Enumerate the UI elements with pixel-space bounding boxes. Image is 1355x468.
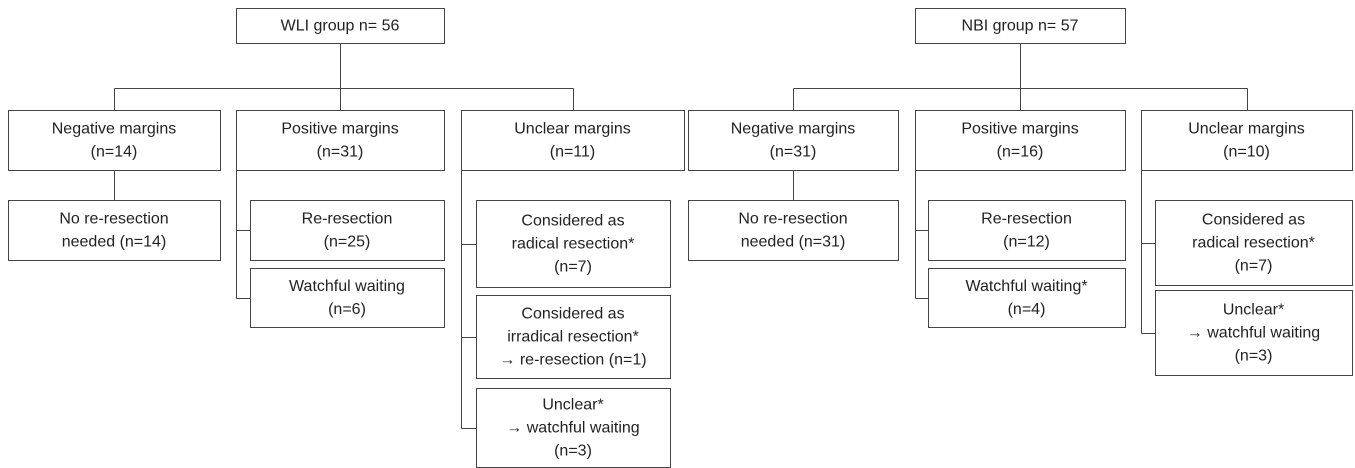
outcome-box-text: needed (n=14): [62, 234, 167, 251]
outcome-box-text: (n=25): [324, 234, 371, 251]
branch-box-text: (n=31): [770, 144, 817, 161]
outcome-box-text: needed (n=31): [741, 234, 846, 251]
outcome-box-text: Unclear*: [1223, 302, 1284, 319]
outcome-box-text: (n=3): [554, 443, 592, 460]
branch-box: [688, 110, 899, 171]
outcome-box-text: radical resection*: [512, 236, 635, 253]
outcome-box-text: No re-resection: [59, 211, 168, 228]
branch-box-text: Negative margins: [731, 121, 856, 138]
outcome-box: [250, 200, 445, 261]
outcome-box: [928, 268, 1126, 328]
group-box-text: WLI group n= 56: [281, 18, 400, 35]
branch-box-text: Unclear margins: [1188, 121, 1304, 138]
outcome-box: [928, 200, 1126, 261]
outcome-box: [1155, 200, 1353, 286]
outcome-box-text: Considered as: [1202, 212, 1305, 229]
branch-box-text: (n=16): [997, 144, 1044, 161]
group-box: [236, 8, 445, 44]
outcome-box-text: Watchful waiting*: [965, 278, 1087, 295]
outcome-box: [8, 200, 221, 261]
branch-box: [1141, 110, 1353, 171]
outcome-box-text: Re-resection: [302, 211, 393, 228]
outcome-box-text: Watchful waiting: [289, 278, 405, 295]
outcome-box-text: → re-resection (n=1): [499, 352, 646, 369]
branch-box-text: (n=31): [317, 144, 364, 161]
outcome-box-text: (n=12): [1003, 234, 1050, 251]
outcome-box-text: → watchful waiting: [1187, 325, 1320, 342]
outcome-box: [1155, 290, 1353, 376]
branch-box-text: (n=11): [550, 144, 596, 161]
branch-box-text: Positive margins: [961, 121, 1078, 138]
branch-box-text: Unclear margins: [514, 121, 630, 138]
outcome-box-text: (n=4): [1008, 301, 1046, 318]
outcome-box-text: irradical resection*: [507, 329, 639, 346]
branch-box-text: Positive margins: [281, 121, 398, 138]
outcome-box-text: Considered as: [521, 306, 624, 323]
outcome-box-text: (n=7): [554, 259, 592, 276]
branch-box: [236, 110, 445, 171]
group-box: [915, 8, 1126, 44]
outcome-box-text: (n=6): [328, 301, 366, 318]
outcome-box-text: radical resection*: [1192, 235, 1315, 252]
outcome-box-text: No re-resection: [738, 211, 847, 228]
branch-box: [461, 110, 685, 171]
outcome-box-text: (n=3): [1235, 348, 1273, 365]
branch-box-text: Negative margins: [52, 121, 177, 138]
outcome-box-text: Re-resection: [981, 211, 1072, 228]
outcome-box-text: Considered as: [521, 213, 624, 230]
outcome-box: [688, 200, 899, 261]
branch-box: [8, 110, 221, 171]
branch-box: [915, 110, 1126, 171]
outcome-box: [476, 200, 671, 288]
branch-box-text: (n=14): [91, 144, 138, 161]
outcome-box: [250, 268, 445, 328]
branch-box-text: (n=10): [1223, 144, 1270, 161]
outcome-box-text: (n=7): [1235, 258, 1273, 275]
outcome-box-text: Unclear*: [542, 397, 603, 414]
group-box-text: NBI group n= 57: [962, 18, 1079, 35]
outcome-box-text: → watchful waiting: [506, 420, 639, 437]
outcome-box: [476, 295, 671, 379]
